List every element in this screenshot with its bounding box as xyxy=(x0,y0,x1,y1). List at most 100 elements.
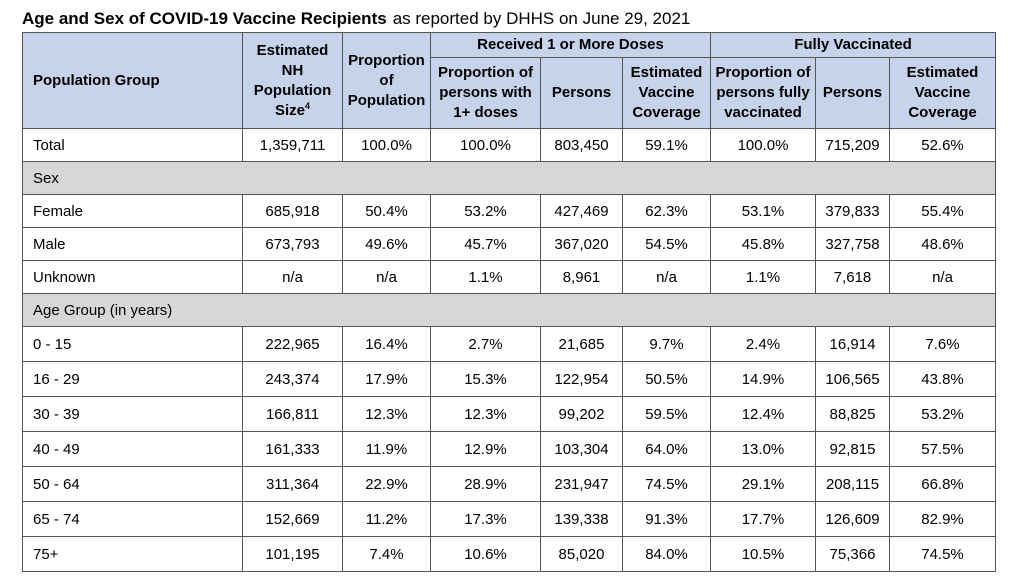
cell-population: 166,811 xyxy=(242,396,343,432)
row-label: 50 - 64 xyxy=(22,466,243,502)
cell-fully-proportion: 12.4% xyxy=(710,396,816,432)
cell-fully-proportion: 10.5% xyxy=(710,536,816,572)
cell-received-persons: 99,202 xyxy=(540,396,623,432)
cell-received-proportion: 15.3% xyxy=(430,361,541,397)
cell-population: 152,669 xyxy=(242,501,343,537)
table-row-male: Male 673,793 49.6% 45.7% 367,020 54.5% 4… xyxy=(22,227,997,261)
cell-fully-coverage: 53.2% xyxy=(888,396,997,432)
cell-received-coverage: n/a xyxy=(622,260,711,294)
header-fully-persons: Persons xyxy=(815,57,890,129)
cell-received-proportion: 12.3% xyxy=(430,396,541,432)
cell-fully-coverage: 82.9% xyxy=(888,501,997,537)
cell-proportion: 17.9% xyxy=(342,361,431,397)
cell-received-persons: 367,020 xyxy=(540,227,623,261)
cell-fully-coverage: 55.4% xyxy=(888,194,997,228)
cell-proportion: 11.2% xyxy=(342,501,431,537)
cell-received-coverage: 84.0% xyxy=(622,536,711,572)
vaccine-recipients-table: Population Group Estimated NH Population… xyxy=(21,32,997,572)
table-row-age-0-15: 0 - 15 222,965 16.4% 2.7% 21,685 9.7% 2.… xyxy=(22,326,997,362)
cell-fully-proportion: 1.1% xyxy=(710,260,816,294)
cell-fully-persons: 92,815 xyxy=(815,431,890,467)
cell-fully-coverage: 48.6% xyxy=(888,227,997,261)
cell-population: 243,374 xyxy=(242,361,343,397)
cell-fully-proportion: 53.1% xyxy=(710,194,816,228)
cell-fully-persons: 715,209 xyxy=(815,128,890,162)
cell-fully-persons: 75,366 xyxy=(815,536,890,572)
row-label: 65 - 74 xyxy=(22,501,243,537)
cell-proportion: 12.3% xyxy=(342,396,431,432)
row-label: Female xyxy=(22,194,243,228)
header-fully-group: Fully Vaccinated xyxy=(709,32,997,58)
cell-fully-coverage: 74.5% xyxy=(888,536,997,572)
cell-fully-persons: 7,618 xyxy=(815,260,890,294)
header-proportion-population: Proportion of Population xyxy=(342,32,431,129)
row-label: Total xyxy=(22,128,243,162)
cell-population: 1,359,711 xyxy=(242,128,343,162)
cell-population: 161,333 xyxy=(242,431,343,467)
cell-fully-proportion: 2.4% xyxy=(710,326,816,362)
cell-proportion: 49.6% xyxy=(342,227,431,261)
cell-received-persons: 427,469 xyxy=(540,194,623,228)
row-label: Unknown xyxy=(22,260,243,294)
header-fully-coverage: Estimated Vaccine Coverage xyxy=(888,57,997,129)
header-population-group: Population Group xyxy=(22,32,243,129)
cell-received-persons: 85,020 xyxy=(540,536,623,572)
cell-proportion: n/a xyxy=(342,260,431,294)
header-received-persons: Persons xyxy=(540,57,623,129)
cell-fully-coverage: 66.8% xyxy=(888,466,997,502)
cell-received-coverage: 62.3% xyxy=(622,194,711,228)
table-row-age-50-64: 50 - 64 311,364 22.9% 28.9% 231,947 74.5… xyxy=(22,466,997,502)
cell-received-persons: 122,954 xyxy=(540,361,623,397)
cell-received-proportion: 100.0% xyxy=(430,128,541,162)
header-estimated-population: Estimated NH Population Size4 xyxy=(242,32,343,129)
header-fully-proportion: Proportion of persons fully vaccinated xyxy=(710,57,816,129)
cell-proportion: 50.4% xyxy=(342,194,431,228)
cell-received-proportion: 28.9% xyxy=(430,466,541,502)
row-label: 75+ xyxy=(22,536,243,572)
cell-received-persons: 231,947 xyxy=(540,466,623,502)
cell-received-proportion: 10.6% xyxy=(430,536,541,572)
section-label-age-group: Age Group (in years) xyxy=(21,293,997,327)
header-received-coverage: Estimated Vaccine Coverage xyxy=(622,57,711,129)
cell-population: 685,918 xyxy=(242,194,343,228)
cell-received-proportion: 12.9% xyxy=(430,431,541,467)
cell-received-coverage: 59.1% xyxy=(622,128,711,162)
cell-fully-persons: 88,825 xyxy=(815,396,890,432)
cell-fully-coverage: 7.6% xyxy=(888,326,997,362)
cell-received-coverage: 50.5% xyxy=(622,361,711,397)
table-row-age-16-29: 16 - 29 243,374 17.9% 15.3% 122,954 50.5… xyxy=(22,361,997,397)
title-main: Age and Sex of COVID-19 Vaccine Recipien… xyxy=(22,9,387,28)
cell-fully-proportion: 14.9% xyxy=(710,361,816,397)
cell-received-proportion: 17.3% xyxy=(430,501,541,537)
section-row-age-group: Age Group (in years) xyxy=(21,293,997,327)
cell-population: n/a xyxy=(242,260,343,294)
cell-fully-proportion: 100.0% xyxy=(710,128,816,162)
cell-received-persons: 139,338 xyxy=(540,501,623,537)
table-row-age-75-plus: 75+ 101,195 7.4% 10.6% 85,020 84.0% 10.5… xyxy=(22,536,997,572)
cell-fully-persons: 379,833 xyxy=(815,194,890,228)
cell-proportion: 22.9% xyxy=(342,466,431,502)
cell-population: 101,195 xyxy=(242,536,343,572)
cell-fully-coverage: n/a xyxy=(888,260,997,294)
row-label: 0 - 15 xyxy=(22,326,243,362)
cell-fully-proportion: 17.7% xyxy=(710,501,816,537)
cell-received-persons: 21,685 xyxy=(540,326,623,362)
table-row-unknown: Unknown n/a n/a 1.1% 8,961 n/a 1.1% 7,61… xyxy=(22,260,997,294)
cell-proportion: 100.0% xyxy=(342,128,431,162)
cell-proportion: 11.9% xyxy=(342,431,431,467)
footnote-mark: 4 xyxy=(305,100,311,111)
cell-proportion: 16.4% xyxy=(342,326,431,362)
cell-population: 673,793 xyxy=(242,227,343,261)
cell-received-persons: 8,961 xyxy=(540,260,623,294)
cell-proportion: 7.4% xyxy=(342,536,431,572)
cell-received-persons: 103,304 xyxy=(540,431,623,467)
table-row-total: Total 1,359,711 100.0% 100.0% 803,450 59… xyxy=(22,128,997,162)
table-row-age-40-49: 40 - 49 161,333 11.9% 12.9% 103,304 64.0… xyxy=(22,431,997,467)
cell-received-coverage: 74.5% xyxy=(622,466,711,502)
cell-received-proportion: 2.7% xyxy=(430,326,541,362)
section-label-sex: Sex xyxy=(21,161,997,195)
row-label: Male xyxy=(22,227,243,261)
cell-fully-coverage: 57.5% xyxy=(888,431,997,467)
cell-received-coverage: 9.7% xyxy=(622,326,711,362)
cell-received-proportion: 53.2% xyxy=(430,194,541,228)
